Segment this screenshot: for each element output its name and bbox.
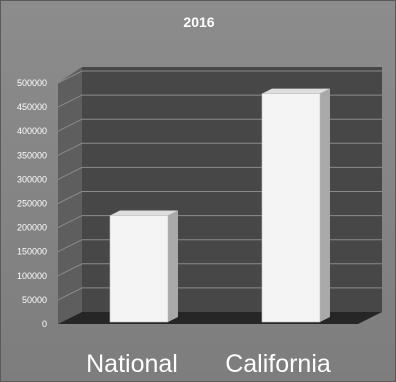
bar-top bbox=[262, 88, 330, 94]
bar-front bbox=[109, 215, 169, 323]
x-category-label: National bbox=[86, 350, 178, 378]
y-tick-label: 200000 bbox=[17, 223, 47, 233]
bar-side bbox=[168, 210, 178, 322]
y-tick-label: 100000 bbox=[17, 271, 47, 281]
y-tick-label: 450000 bbox=[17, 102, 47, 112]
y-tick-label: 250000 bbox=[17, 199, 47, 209]
y-tick-label: 150000 bbox=[17, 247, 47, 257]
y-tick-label: 300000 bbox=[17, 174, 47, 184]
y-tick-label: 0 bbox=[42, 319, 47, 329]
bar-side bbox=[320, 88, 330, 322]
bar-front bbox=[261, 93, 321, 323]
chart-title: 2016 bbox=[183, 14, 215, 30]
x-axis: National California bbox=[86, 350, 331, 378]
bar bbox=[109, 210, 178, 323]
y-tick-label: 400000 bbox=[17, 126, 47, 136]
side-wall bbox=[58, 67, 82, 324]
x-category-label: California bbox=[225, 350, 331, 378]
y-tick-label: 350000 bbox=[17, 150, 47, 160]
y-axis: 0 50000 100000 150000 200000 250000 300000 3500… bbox=[17, 78, 47, 329]
y-tick-label: 50000 bbox=[22, 295, 47, 305]
y-tick-label: 500000 bbox=[17, 78, 47, 88]
gridline bbox=[57, 70, 382, 84]
bars bbox=[109, 88, 330, 323]
bar bbox=[261, 88, 330, 323]
floor bbox=[58, 312, 382, 324]
bar-top bbox=[110, 210, 178, 216]
